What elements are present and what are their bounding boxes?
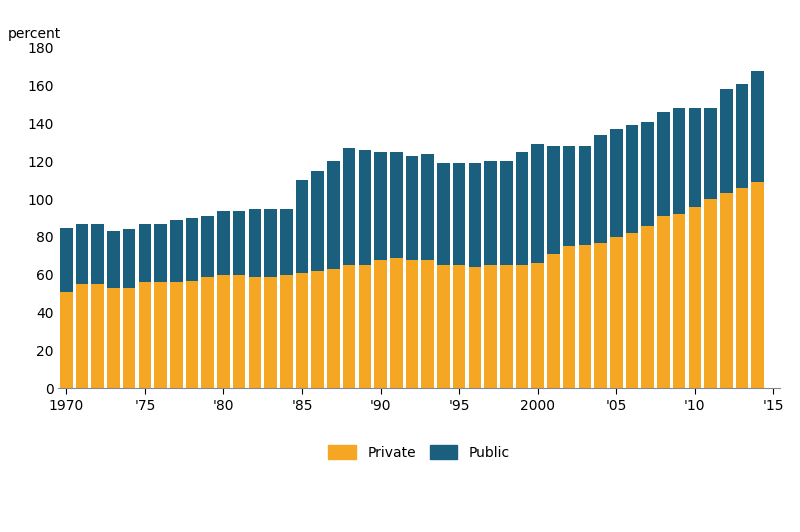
- Bar: [406, 260, 418, 388]
- Bar: [60, 228, 73, 292]
- Bar: [547, 254, 560, 388]
- Bar: [469, 267, 481, 388]
- Bar: [704, 109, 717, 199]
- Bar: [516, 265, 528, 388]
- Bar: [422, 154, 434, 260]
- Bar: [751, 71, 764, 182]
- Bar: [673, 214, 686, 388]
- Bar: [657, 216, 670, 388]
- Bar: [170, 282, 182, 388]
- Bar: [390, 258, 402, 388]
- Bar: [484, 161, 497, 265]
- Bar: [720, 89, 733, 194]
- Bar: [578, 146, 591, 245]
- Bar: [578, 245, 591, 388]
- Bar: [327, 161, 340, 269]
- Bar: [138, 224, 151, 282]
- Bar: [233, 211, 246, 275]
- Bar: [123, 288, 135, 388]
- Bar: [469, 163, 481, 267]
- Bar: [642, 226, 654, 388]
- Bar: [76, 284, 88, 388]
- Bar: [563, 146, 575, 246]
- Bar: [138, 282, 151, 388]
- Bar: [202, 216, 214, 277]
- Bar: [563, 246, 575, 388]
- Bar: [280, 275, 293, 388]
- Bar: [374, 152, 387, 260]
- Bar: [500, 265, 513, 388]
- Bar: [296, 273, 308, 388]
- Bar: [626, 233, 638, 388]
- Bar: [358, 150, 371, 265]
- Bar: [327, 269, 340, 388]
- Bar: [736, 84, 748, 188]
- Bar: [484, 265, 497, 388]
- Bar: [689, 109, 701, 207]
- Bar: [657, 112, 670, 216]
- Bar: [406, 156, 418, 260]
- Bar: [123, 229, 135, 288]
- Bar: [154, 282, 167, 388]
- Bar: [594, 135, 607, 243]
- Bar: [186, 280, 198, 388]
- Bar: [154, 224, 167, 282]
- Bar: [547, 146, 560, 254]
- Bar: [280, 209, 293, 275]
- Bar: [343, 265, 355, 388]
- Text: percent: percent: [8, 27, 61, 41]
- Bar: [642, 122, 654, 226]
- Bar: [358, 265, 371, 388]
- Bar: [437, 163, 450, 265]
- Bar: [249, 209, 261, 277]
- Bar: [736, 188, 748, 388]
- Bar: [673, 109, 686, 214]
- Bar: [217, 275, 230, 388]
- Bar: [107, 231, 120, 288]
- Bar: [343, 148, 355, 265]
- Bar: [217, 211, 230, 275]
- Bar: [453, 163, 466, 265]
- Bar: [500, 161, 513, 265]
- Legend: Private, Public: Private, Public: [322, 439, 515, 466]
- Bar: [60, 292, 73, 388]
- Bar: [594, 243, 607, 388]
- Bar: [720, 194, 733, 388]
- Bar: [249, 277, 261, 388]
- Bar: [91, 224, 104, 284]
- Bar: [610, 237, 622, 388]
- Bar: [531, 144, 544, 263]
- Bar: [516, 152, 528, 265]
- Bar: [76, 224, 88, 284]
- Bar: [610, 129, 622, 237]
- Bar: [689, 207, 701, 388]
- Bar: [91, 284, 104, 388]
- Bar: [311, 271, 324, 388]
- Bar: [437, 265, 450, 388]
- Bar: [311, 171, 324, 271]
- Bar: [704, 199, 717, 388]
- Bar: [202, 277, 214, 388]
- Bar: [390, 152, 402, 258]
- Bar: [374, 260, 387, 388]
- Bar: [422, 260, 434, 388]
- Bar: [751, 182, 764, 388]
- Bar: [296, 180, 308, 273]
- Bar: [626, 126, 638, 233]
- Bar: [107, 288, 120, 388]
- Bar: [453, 265, 466, 388]
- Bar: [170, 220, 182, 282]
- Bar: [264, 277, 277, 388]
- Bar: [531, 263, 544, 388]
- Bar: [264, 209, 277, 277]
- Bar: [186, 218, 198, 280]
- Bar: [233, 275, 246, 388]
